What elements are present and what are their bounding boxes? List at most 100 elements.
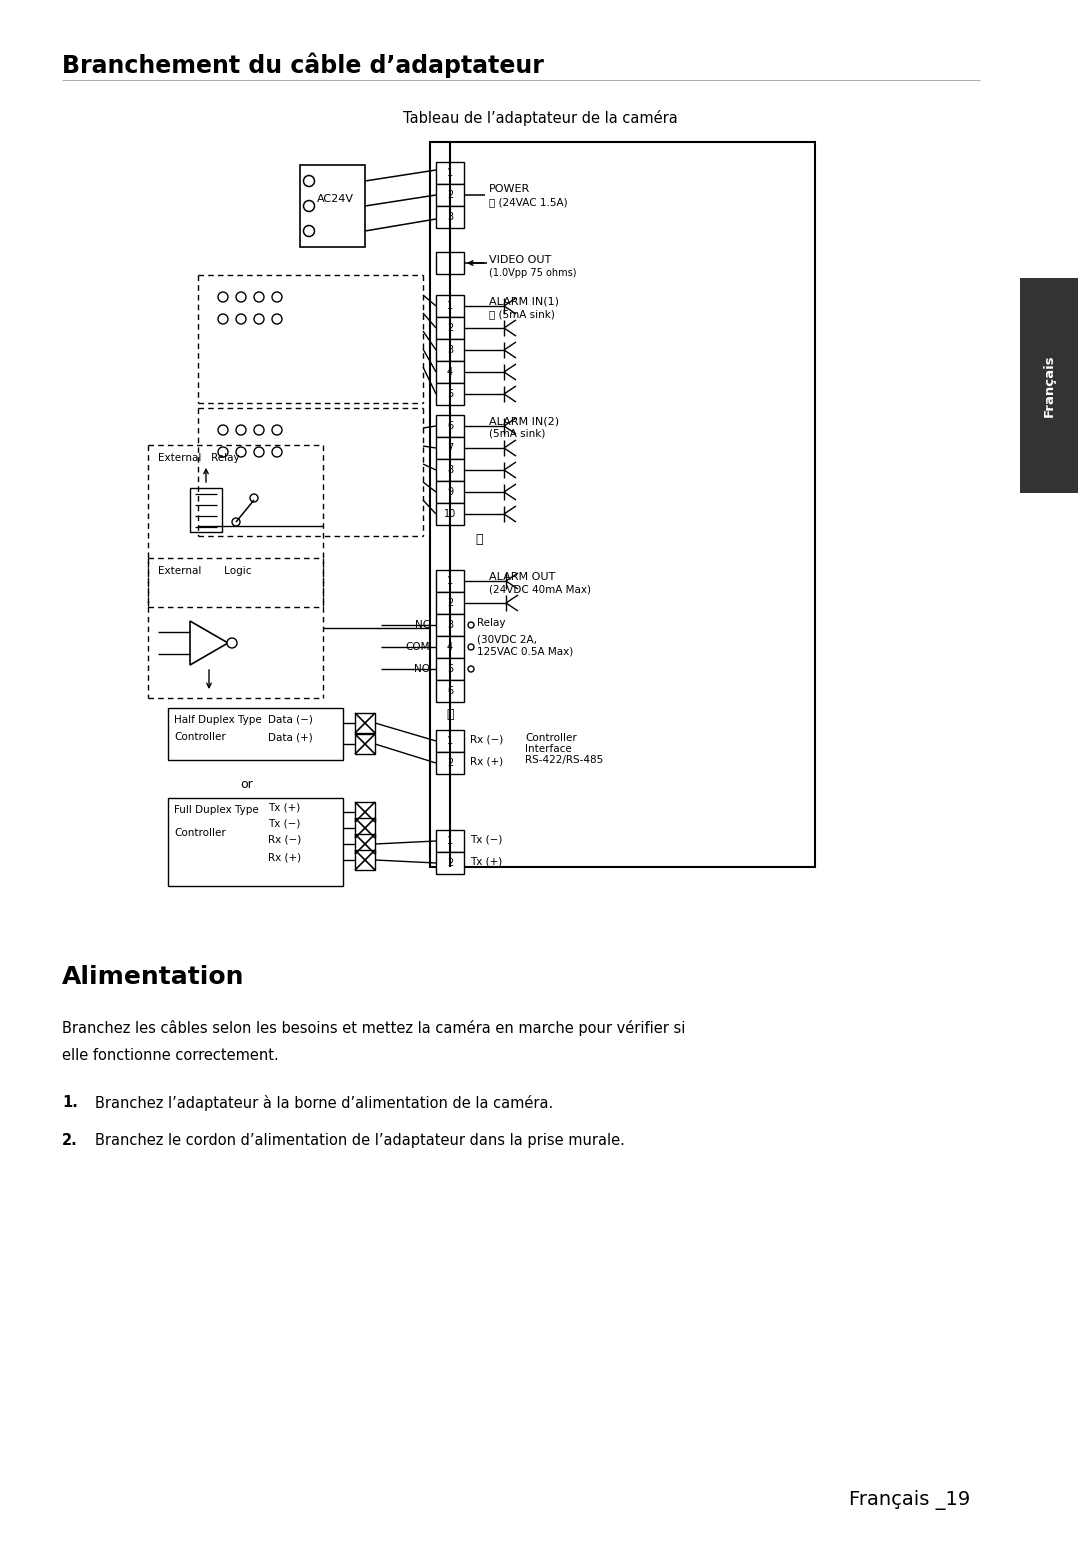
Text: 6: 6 <box>447 687 454 696</box>
Bar <box>436 481 464 503</box>
Bar <box>168 708 343 761</box>
Circle shape <box>254 424 264 435</box>
Text: Interface: Interface <box>525 744 571 755</box>
Circle shape <box>237 313 246 324</box>
Text: 3: 3 <box>447 346 454 355</box>
Circle shape <box>254 313 264 324</box>
Text: Controller: Controller <box>525 733 577 744</box>
Text: Rx (+): Rx (+) <box>268 852 301 863</box>
Text: NO: NO <box>414 663 430 674</box>
Circle shape <box>237 424 246 435</box>
Circle shape <box>218 313 228 324</box>
Bar <box>436 295 464 316</box>
Text: Controller: Controller <box>174 829 226 838</box>
Bar <box>355 835 375 853</box>
Text: 10: 10 <box>444 509 456 518</box>
Bar <box>355 802 375 822</box>
Circle shape <box>272 447 282 457</box>
Circle shape <box>303 201 314 211</box>
Text: 1: 1 <box>447 301 454 312</box>
Bar <box>355 850 375 870</box>
Text: ⏷: ⏷ <box>446 708 454 721</box>
Polygon shape <box>190 620 228 665</box>
Text: 4: 4 <box>447 642 454 653</box>
Text: POWER: POWER <box>489 184 530 194</box>
Text: VIDEO OUT: VIDEO OUT <box>489 255 551 265</box>
Text: Branchez le cordon d’alimentation de l’adaptateur dans la prise murale.: Branchez le cordon d’alimentation de l’a… <box>95 1133 625 1148</box>
Bar <box>355 734 375 755</box>
Bar <box>190 488 222 532</box>
Circle shape <box>254 447 264 457</box>
Circle shape <box>272 292 282 302</box>
Text: 3: 3 <box>447 620 454 630</box>
Text: RS-422/RS-485: RS-422/RS-485 <box>525 755 604 765</box>
Text: Rx (+): Rx (+) <box>470 756 503 765</box>
Text: (24VDC 40mA Max): (24VDC 40mA Max) <box>489 583 591 594</box>
Circle shape <box>237 292 246 302</box>
Text: 1: 1 <box>447 836 454 846</box>
Bar <box>436 593 464 614</box>
Bar <box>436 437 464 458</box>
Text: ⏷ (5mA sink): ⏷ (5mA sink) <box>489 309 555 319</box>
Bar <box>436 614 464 636</box>
Bar <box>436 162 464 184</box>
Text: Tableau de l’adaptateur de la caméra: Tableau de l’adaptateur de la caméra <box>403 110 677 127</box>
Bar <box>355 713 375 733</box>
Text: 1.: 1. <box>62 1096 78 1109</box>
Text: (1.0Vpp 75 ohms): (1.0Vpp 75 ohms) <box>489 268 577 278</box>
Text: elle fonctionne correctement.: elle fonctionne correctement. <box>62 1048 279 1063</box>
Text: 1: 1 <box>447 576 454 586</box>
Bar <box>436 751 464 775</box>
Text: 2: 2 <box>447 858 454 869</box>
Text: ALARM IN(1): ALARM IN(1) <box>489 296 559 307</box>
Text: Controller: Controller <box>174 731 226 742</box>
Text: 4: 4 <box>447 367 454 376</box>
Bar <box>436 184 464 207</box>
Text: 2: 2 <box>447 322 454 333</box>
Text: 9: 9 <box>447 488 454 497</box>
Text: 2: 2 <box>447 599 454 608</box>
Text: Relay: Relay <box>477 619 505 628</box>
Bar <box>1020 278 1078 494</box>
Text: 8: 8 <box>447 464 454 475</box>
Text: Branchez les câbles selon les besoins et mettez la caméra en marche pour vérifie: Branchez les câbles selon les besoins et… <box>62 1020 686 1035</box>
Text: 2.: 2. <box>62 1133 78 1148</box>
Circle shape <box>468 667 474 673</box>
Bar <box>436 458 464 481</box>
Bar <box>436 339 464 361</box>
Text: External   Relay: External Relay <box>158 454 240 463</box>
Circle shape <box>272 313 282 324</box>
Text: Français _19: Français _19 <box>849 1491 970 1511</box>
Text: 5: 5 <box>447 389 454 400</box>
Text: 2: 2 <box>447 190 454 201</box>
Text: 7: 7 <box>447 443 454 454</box>
Text: (5mA sink): (5mA sink) <box>489 429 545 440</box>
Text: 5: 5 <box>447 663 454 674</box>
Text: AC24V: AC24V <box>318 194 354 204</box>
Bar <box>436 316 464 339</box>
Text: 2: 2 <box>447 758 454 768</box>
Circle shape <box>303 176 314 187</box>
Bar <box>436 852 464 873</box>
Circle shape <box>237 447 246 457</box>
Text: Tx (−): Tx (−) <box>470 835 502 844</box>
Text: 3: 3 <box>447 211 454 222</box>
Text: Français: Français <box>1042 355 1055 417</box>
Bar <box>436 569 464 593</box>
Circle shape <box>303 225 314 236</box>
Circle shape <box>254 292 264 302</box>
Circle shape <box>227 637 237 648</box>
Text: COM: COM <box>405 642 430 653</box>
Text: Branchement du câble d’adaptateur: Branchement du câble d’adaptateur <box>62 52 544 77</box>
Circle shape <box>468 622 474 628</box>
Bar <box>430 142 815 867</box>
Bar <box>168 798 343 886</box>
Text: Data (+): Data (+) <box>268 731 313 742</box>
Bar <box>436 207 464 228</box>
Text: Tx (+): Tx (+) <box>470 856 502 866</box>
Text: 125VAC 0.5A Max): 125VAC 0.5A Max) <box>477 647 573 657</box>
Bar <box>436 830 464 852</box>
Text: ⏷: ⏷ <box>475 532 483 546</box>
Text: Branchez l’adaptateur à la borne d’alimentation de la caméra.: Branchez l’adaptateur à la borne d’alime… <box>95 1096 553 1111</box>
Text: 1: 1 <box>447 168 454 177</box>
